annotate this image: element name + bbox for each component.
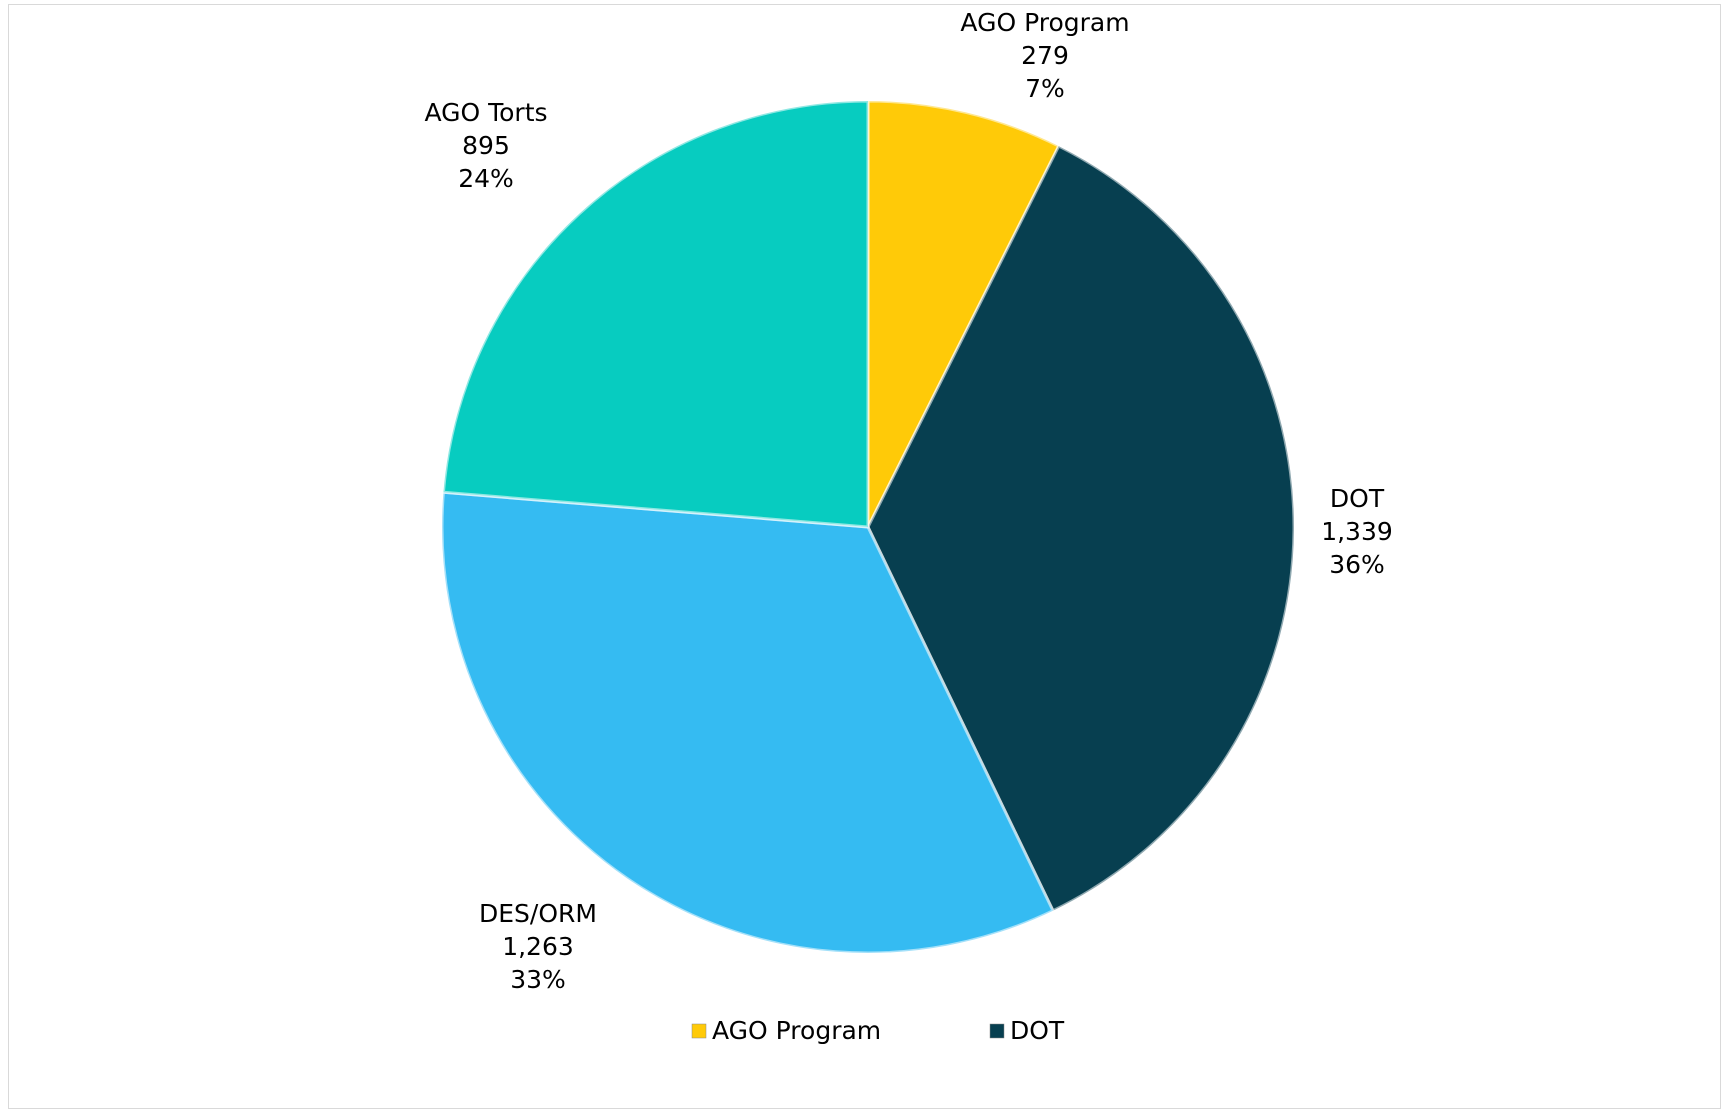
pie-slice [440,490,1056,955]
slice-label-percent: 33% [510,965,566,994]
slice-label-name: AGO Program [960,8,1129,37]
slice-label-name: DES/ORM [479,899,597,928]
slice-label-name: AGO Torts [424,98,547,127]
slice-label-value: 895 [462,131,510,160]
legend-swatch [691,1023,707,1039]
pie-slice [866,144,1296,913]
slice-label-value: 279 [1021,41,1069,70]
slice-label-percent: 36% [1329,550,1385,579]
legend-label: AGO Program [712,1016,881,1045]
legend-swatch [989,1023,1005,1039]
slice-label-percent: 24% [458,164,514,193]
slice-label-value: 1,263 [502,932,574,961]
pie-slice [441,99,870,529]
pie-slice [866,99,1061,528]
slice-label-value: 1,339 [1321,517,1393,546]
slice-label-percent: 7% [1025,74,1065,103]
slice-label-name: DOT [1330,484,1385,513]
legend-label: DOT [1010,1016,1065,1045]
